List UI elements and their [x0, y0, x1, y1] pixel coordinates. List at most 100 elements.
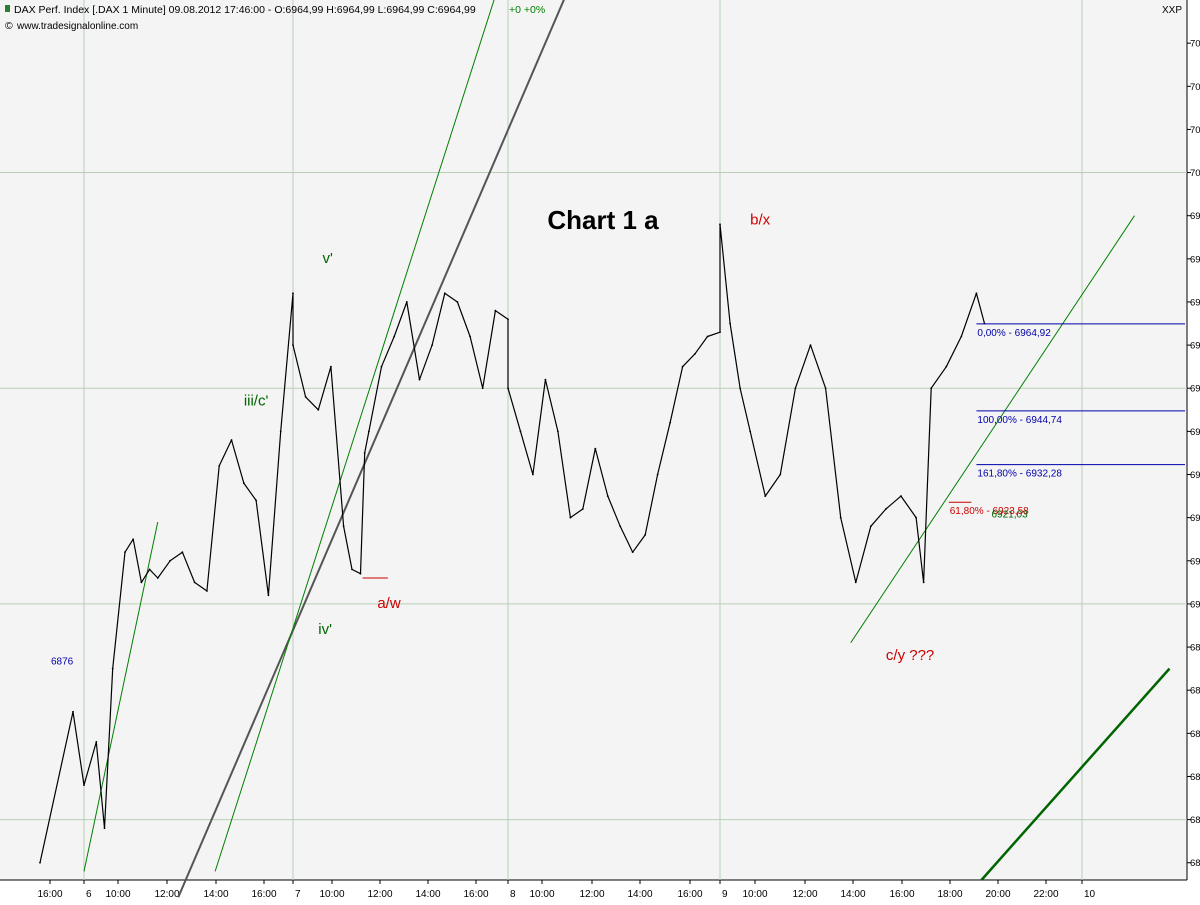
price-point: [359, 572, 362, 575]
header-change: +0 +0%: [509, 4, 545, 16]
x-tick-label: 22:00: [1033, 889, 1058, 900]
price-point: [481, 387, 484, 390]
y-tick-label: 6930: [1190, 470, 1200, 481]
price-point: [83, 784, 85, 786]
price-point: [181, 551, 184, 554]
price-point: [922, 581, 925, 584]
price-point: [267, 594, 270, 597]
x-tick-label: 20:00: [985, 889, 1010, 900]
corner-label: XXP: [1162, 5, 1182, 16]
price-point: [729, 322, 731, 325]
price-point: [292, 292, 294, 295]
header-source: www.tradesignalonline.com: [16, 21, 138, 32]
y-tick-label: 6860: [1190, 772, 1200, 783]
y-tick-label: 6840: [1190, 858, 1200, 869]
price-point: [839, 516, 842, 519]
price-point: [469, 335, 471, 338]
wave-label: 6921,03: [992, 510, 1029, 521]
price-point: [95, 741, 98, 743]
x-tick-label: 10:00: [105, 889, 130, 900]
price-point: [418, 378, 421, 381]
x-tick-label: 10:00: [319, 889, 344, 900]
price-point: [681, 365, 684, 368]
header-title: DAX Perf. Index [.DAX 1 Minute] 09.08.20…: [14, 4, 476, 16]
price-point: [242, 482, 245, 485]
plot-background: [0, 0, 1187, 880]
y-tick-label: 6870: [1190, 729, 1200, 740]
price-point: [569, 516, 572, 519]
y-tick-label: 6910: [1190, 556, 1200, 567]
price-point: [292, 344, 294, 346]
price-point: [719, 223, 721, 226]
price-point: [169, 559, 171, 562]
header-marker-icon: [5, 5, 10, 12]
price-point: [330, 365, 332, 368]
wave-label: 6876: [51, 656, 74, 667]
x-tick-label: 7: [295, 889, 301, 900]
x-tick-label: 14:00: [415, 889, 440, 900]
price-point: [193, 581, 196, 584]
price-point: [218, 464, 221, 467]
green-channel-line: [83, 521, 159, 872]
y-tick-label: 7010: [1190, 125, 1200, 136]
price-point: [456, 301, 459, 303]
price-point: [279, 430, 282, 433]
price-point: [854, 581, 857, 584]
y-tick-label: 6950: [1190, 384, 1200, 395]
x-tick-label: 10:00: [742, 889, 767, 900]
price-point: [393, 335, 396, 338]
y-tick-label: 6960: [1190, 341, 1200, 352]
price-point: [544, 378, 547, 381]
price-point: [230, 439, 233, 441]
y-tick-label: 6920: [1190, 513, 1200, 524]
x-tick-label: 12:00: [367, 889, 392, 900]
fib-level-label: 61,80% - 6923,58: [950, 506, 1029, 517]
price-point: [824, 387, 827, 390]
price-point: [304, 395, 307, 398]
wave-label: iv': [318, 621, 332, 638]
green-right-channel-line: [850, 215, 1135, 644]
price-point: [255, 499, 258, 502]
gray-trendline: [177, 0, 565, 898]
y-tick-label: 6900: [1190, 599, 1200, 610]
x-tick-label: 16:00: [889, 889, 914, 900]
copyright-icon: ©: [5, 20, 13, 32]
price-point: [719, 331, 721, 334]
price-point: [749, 430, 752, 433]
y-tick-label: 6980: [1190, 254, 1200, 265]
header: DAX Perf. Index [.DAX 1 Minute] 09.08.20…: [5, 4, 1182, 32]
price-point: [156, 577, 159, 579]
price-point: [148, 568, 151, 571]
price-point: [206, 590, 208, 592]
x-tick-label: 10:00: [529, 889, 554, 900]
price-point: [960, 335, 963, 338]
x-tick-label: 16:00: [37, 889, 62, 900]
wave-label: c/y ???: [886, 647, 934, 664]
price-point: [132, 538, 135, 541]
price-point: [915, 516, 917, 519]
x-tick-label: 14:00: [627, 889, 652, 900]
green-steep-trendline: [214, 0, 495, 872]
price-point: [975, 292, 978, 295]
price-point: [405, 301, 408, 303]
x-axis-panel: [0, 880, 1200, 900]
x-tick-label: 14:00: [840, 889, 865, 900]
price-point: [631, 551, 634, 554]
price-point: [809, 344, 812, 346]
price-point: [869, 525, 872, 528]
chart-title: Chart 1 a: [547, 205, 659, 235]
price-point: [900, 495, 902, 497]
price-point: [342, 525, 345, 528]
price-point: [945, 365, 948, 368]
price-point: [885, 508, 887, 510]
x-tick-label: 6: [86, 889, 92, 900]
price-point: [124, 551, 126, 554]
fib-level-label: 100,00% - 6944,74: [977, 415, 1062, 426]
x-tick-label: 12:00: [579, 889, 604, 900]
price-point: [39, 861, 41, 864]
price-point: [317, 408, 320, 411]
y-tick-label: 6890: [1190, 643, 1200, 654]
x-tick-label: 14:00: [203, 889, 228, 900]
